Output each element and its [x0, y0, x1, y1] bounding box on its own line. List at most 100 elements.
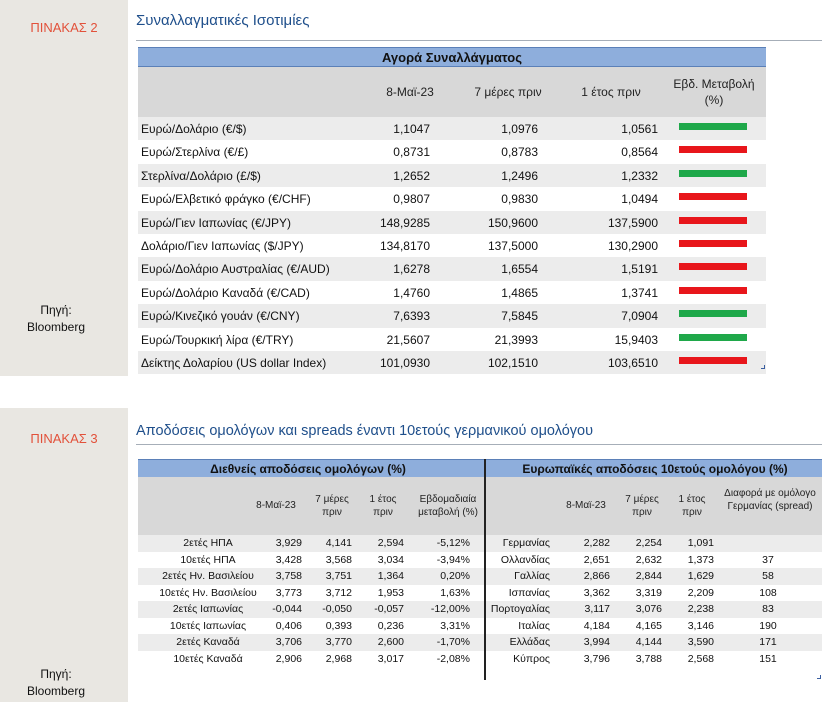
cell-v2: 1,6554 — [501, 262, 538, 277]
cell-c: 0,236 — [377, 619, 404, 632]
cell-n2: Γερμανίας — [502, 537, 550, 549]
table-label: ΠΙΝΑΚΑΣ 3 — [30, 431, 98, 446]
cell-g: 3,590 — [687, 636, 714, 648]
table-body: Ευρώ/Δολάριο (€/$) 1,1047 1,0976 1,0561 Ευρώ… — [138, 117, 766, 375]
cell-a: -0,044 — [272, 603, 302, 615]
cell-v2: 7,5845 — [501, 309, 538, 324]
table-corner — [761, 365, 765, 369]
cell-d: -3,94% — [436, 553, 470, 566]
cell-s: 37 — [762, 553, 774, 566]
cell-n2: Πορτογαλίας — [490, 603, 550, 615]
cell-v3: 137,5900 — [607, 215, 658, 230]
col-header-date: 8-Μαϊ-23 — [386, 85, 434, 99]
cell-v1: 1,2652 — [393, 168, 430, 183]
cell-s: 190 — [759, 619, 777, 632]
cell-d: -12,00% — [430, 603, 470, 615]
cell-e: 3,117 — [584, 603, 611, 615]
table-header: 8-Μαϊ-23 7 μέρες πριν 1 έτος πριν Εβδ. Μ… — [138, 67, 766, 117]
cell-a: 2,906 — [275, 652, 302, 665]
cell-d: -2,08% — [436, 652, 470, 665]
table-row: Ευρώ/Στερλίνα (€/£) 0,8731 0,8783 0,8564 — [138, 140, 766, 163]
cell-v2: 1,2496 — [501, 168, 538, 183]
table-row: 2ετές Ιαπωνίας -0,044 -0,050 -0,057 -12,00% Π… — [138, 601, 822, 618]
cell-g: 1,373 — [687, 553, 714, 566]
cell-n2: Κύπρος — [513, 652, 550, 665]
row-label: Ευρώ/Ελβετικό φράγκο (€/CHF) — [141, 192, 311, 207]
cell-n2: Ιταλίας — [518, 619, 550, 632]
cell-e: 4,184 — [583, 619, 610, 632]
table-row: Δείκτης Δολαρίου (US dollar Index) 101,09… — [138, 350, 766, 375]
cell-e: 3,362 — [583, 586, 610, 599]
cell-e: 3,796 — [583, 652, 610, 665]
cell-v3: 1,0561 — [621, 122, 658, 136]
col-header-spread: Διαφορά με ομόλογο Γερμανίας (spread) — [724, 488, 816, 512]
col-header-date: 8-Μαϊ-23 — [256, 500, 296, 511]
cell-v2: 21,3993 — [494, 332, 538, 347]
cell-n1: 2ετές Ην. Βασιλείου — [162, 570, 254, 582]
cell-a: 3,929 — [275, 537, 302, 549]
table-row: 10ετές Ιαπωνίας 0,406 0,393 0,236 3,31% Ιταλί… — [138, 618, 822, 635]
cell-s: 58 — [762, 570, 774, 582]
change-indicator-up — [679, 310, 747, 318]
source-name: Bloomberg — [26, 684, 86, 698]
cell-f: 2,844 — [635, 570, 662, 582]
cell-g: 1,091 — [687, 537, 714, 549]
table-row: Ευρώ/Δολάριο (€/$) 1,1047 1,0976 1,0561 — [138, 117, 766, 141]
divider — [136, 40, 822, 41]
col-header-week: 7 μέρες πριν — [315, 494, 349, 518]
cell-v1: 1,1047 — [393, 122, 430, 136]
cell-v1: 21,5607 — [386, 332, 430, 347]
table-row: 2ετές Καναδά 3,706 3,770 2,600 -1,70% Ελλάδας… — [138, 634, 822, 651]
table-row: Ευρώ/Κινεζικό γουάν (€/CNY) 7,6393 7,5845 7… — [138, 304, 766, 328]
cell-f: 3,788 — [635, 652, 662, 665]
change-indicator-down — [679, 263, 747, 271]
change-indicator-up — [679, 333, 747, 341]
col-header-change: Εβδομαδιαία μεταβολή (%) — [418, 494, 478, 518]
cell-b: 3,712 — [325, 586, 352, 599]
cell-c: 1,364 — [377, 570, 404, 582]
table-header: 8-Μαϊ-23 7 μέρες πριν 1 έτος πριν Εβδομα… — [138, 477, 822, 535]
cell-v1: 101,0930 — [379, 355, 430, 370]
table-corner — [817, 675, 821, 679]
cell-c: 2,600 — [377, 636, 404, 648]
change-indicator-down — [679, 239, 747, 247]
col-header-year: 1 έτος πριν — [369, 494, 397, 518]
cell-b: 2,968 — [325, 652, 352, 665]
table-row: 2ετές ΗΠΑ 3,929 4,141 2,594 -5,12% Γερμανίας 2… — [138, 535, 822, 552]
cell-n1: 2ετές Καναδά — [176, 636, 240, 648]
table-row: Ευρώ/Δολάριο Αυστραλίας (€/AUD) 1,6278 1,6… — [138, 257, 766, 281]
col-header-year-eu: 1 έτος πριν — [678, 494, 706, 518]
row-label: Ευρώ/Γιεν Ιαπωνίας (€/JPY) — [141, 215, 292, 230]
cell-f: 3,076 — [635, 603, 662, 615]
cell-a: 3,428 — [275, 553, 302, 566]
cell-n2: Ελλάδας — [509, 636, 550, 648]
cell-v1: 7,6393 — [393, 309, 430, 324]
cell-b: 3,770 — [325, 636, 352, 648]
cell-f: 4,165 — [635, 619, 662, 632]
cell-b: -0,050 — [322, 603, 352, 615]
table-row: Στερλίνα/Δολάριο (£/$) 1,2652 1,2496 1,2332 — [138, 163, 766, 188]
cell-n1: 10ετές Ην. Βασιλείου — [159, 586, 257, 599]
table-row: Δολάριο/Γιεν Ιαπωνίας ($/JPY) 134,8170 137… — [138, 234, 766, 257]
cell-v3: 103,6510 — [607, 355, 658, 370]
cell-v3: 1,2332 — [621, 168, 658, 183]
page-title: Αποδόσεις ομολόγων και spreads έναντι 10… — [136, 423, 594, 439]
cell-s: 151 — [759, 652, 777, 665]
change-indicator-down — [679, 146, 747, 154]
table-band: Διεθνείς αποδόσεις ομολόγων (%) Ευρωπαϊκ… — [138, 459, 822, 477]
cell-n1: 2ετές ΗΠΑ — [183, 537, 233, 549]
cell-f: 3,319 — [635, 586, 662, 599]
cell-s: 108 — [759, 586, 777, 599]
cell-g: 2,209 — [687, 586, 714, 599]
cell-v3: 1,5191 — [621, 262, 658, 277]
cell-f: 2,254 — [635, 537, 662, 549]
row-label: Δείκτης Δολαρίου (US dollar Index) — [141, 355, 327, 370]
table-row: Ευρώ/Δολάριο Καναδά (€/CAD) 1,4760 1,4865 1… — [138, 281, 766, 304]
row-label: Ευρώ/Δολάριο (€/$) — [141, 122, 247, 136]
cell-v2: 150,9600 — [487, 215, 538, 230]
cell-v1: 0,8731 — [393, 145, 430, 160]
cell-v1: 0,9807 — [393, 192, 430, 207]
bond-yields-panel: ΠΙΝΑΚΑΣ 3 Πηγή: Bloomberg Αποδόσεις ομολ… — [0, 408, 828, 702]
exchange-rates-table: Αγορά Συναλλάγματος 8-Μαϊ-23 7 μέρες πρι… — [138, 47, 766, 375]
cell-e: 3,994 — [583, 636, 610, 648]
